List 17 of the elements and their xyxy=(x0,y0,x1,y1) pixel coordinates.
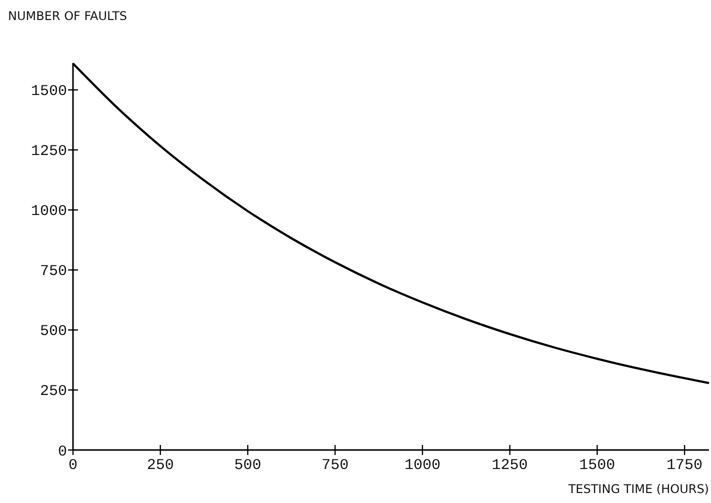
y-tick-label: 250 xyxy=(40,383,67,400)
y-axis-title: NUMBER OF FAULTS xyxy=(8,9,128,23)
x-tick-label: 0 xyxy=(68,457,78,474)
y-tick-label: 1000 xyxy=(30,203,67,220)
x-tick-label: 250 xyxy=(146,457,174,474)
x-tick-label: 750 xyxy=(322,457,349,474)
x-axis-title: TESTING TIME (HOURS) xyxy=(567,482,709,496)
y-tick-label: 750 xyxy=(40,263,67,280)
x-tick-label: 1500 xyxy=(579,457,616,474)
x-tick-label: 1750 xyxy=(666,457,703,474)
y-tick-label: 1500 xyxy=(30,83,67,100)
x-tick-label: 500 xyxy=(234,457,262,474)
y-tick-label: 1250 xyxy=(30,143,67,160)
y-tick-label: 0 xyxy=(58,443,67,460)
y-tick-label: 500 xyxy=(40,323,67,340)
x-tick-label: 1000 xyxy=(404,457,440,474)
x-tick-label: 1250 xyxy=(492,457,528,474)
